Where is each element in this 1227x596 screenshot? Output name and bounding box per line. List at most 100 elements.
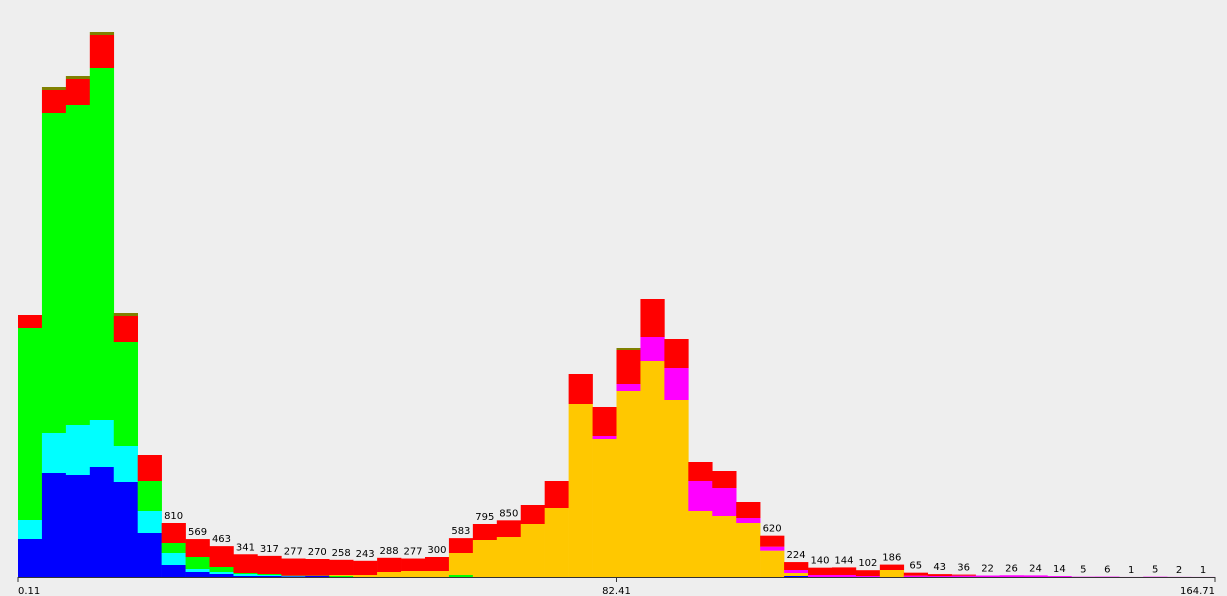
bar-segment [41, 90, 67, 113]
bar-segment [233, 574, 258, 576]
bar-segment [951, 575, 976, 577]
bar-segment [113, 482, 138, 577]
bar-label: 224 [787, 550, 806, 561]
bar-label: 22 [981, 564, 994, 575]
bar-segment [616, 384, 641, 391]
bar-label: 850 [499, 508, 518, 519]
bar-segment [951, 574, 976, 576]
bar-segment [903, 572, 929, 576]
bar-segment [65, 475, 91, 577]
bar-segment [161, 565, 186, 577]
bar-segment [353, 575, 378, 577]
bar-segment [544, 481, 569, 508]
bar-segment [664, 339, 689, 368]
bar-segment [185, 572, 210, 577]
bar-segment [760, 546, 785, 551]
bar-segment [712, 471, 737, 488]
bar-segment [568, 404, 593, 577]
bar-segment [137, 511, 162, 533]
bar-label: 5 [1080, 565, 1086, 576]
bar-label: 14 [1053, 564, 1066, 575]
bar-segment [353, 560, 378, 575]
bar-segment [89, 32, 115, 35]
bar-segment [281, 576, 306, 577]
bar-segment [89, 420, 115, 467]
bar-segment [592, 407, 617, 436]
bar-segment [161, 543, 186, 553]
bar-label: 583 [451, 526, 470, 537]
bar-segment [281, 558, 306, 576]
bar-segment [616, 391, 641, 577]
bar-segment [233, 576, 258, 577]
bar-segment [89, 35, 115, 68]
bar-segment [808, 567, 833, 575]
bar-segment [89, 467, 115, 577]
bar-segment [736, 518, 761, 523]
bar-segment [305, 576, 330, 577]
bar-label: 795 [475, 512, 494, 523]
bar-label: 258 [332, 548, 351, 559]
bar-segment [161, 553, 186, 565]
bar-segment [209, 567, 234, 572]
bar-segment [209, 572, 234, 574]
bar-segment [137, 455, 162, 481]
bar-segment [424, 557, 450, 571]
bar-label: 43 [933, 562, 946, 573]
bar-segment [257, 576, 282, 577]
bar-segment [496, 537, 522, 577]
bar-segment [257, 575, 282, 576]
bar-segment [18, 520, 43, 539]
bar-segment [903, 575, 929, 577]
bar-label: 341 [236, 542, 255, 553]
bar-segment [640, 299, 665, 337]
bar-label: 1 [1200, 565, 1206, 576]
bar-segment [113, 316, 138, 342]
bar-segment [305, 559, 330, 576]
bar-segment [664, 368, 689, 400]
bar-segment [329, 575, 354, 576]
bar-segment [784, 562, 809, 570]
bar-segment [185, 539, 210, 557]
bar-segment [41, 87, 67, 90]
bar-label: 463 [212, 534, 231, 545]
bar-segment [975, 575, 1000, 577]
bar-segment [448, 538, 474, 553]
bar-label: 102 [858, 558, 877, 569]
bar-segment [233, 573, 258, 574]
x-tick-label: 82.41 [602, 586, 631, 596]
bar-label: 144 [834, 555, 853, 566]
bar-label: 270 [308, 547, 327, 558]
bar-segment [808, 575, 833, 577]
bar-segment [1047, 576, 1072, 577]
bar-label: 6 [1104, 565, 1110, 576]
bar-label: 243 [356, 549, 375, 560]
bar-segment [161, 523, 186, 543]
bar-segment [41, 473, 67, 577]
bar-label: 24 [1029, 563, 1042, 574]
bar-segment [113, 313, 138, 316]
bar-segment [592, 439, 617, 577]
bar-segment [377, 557, 402, 572]
bar-segment [927, 574, 952, 576]
bar-segment [879, 570, 905, 577]
bar-label: 1 [1128, 565, 1134, 576]
bar-segment [209, 546, 234, 567]
bar-label: 26 [1005, 563, 1018, 574]
bar-label: 186 [882, 553, 901, 564]
bar-segment [401, 571, 426, 577]
bar-segment [616, 348, 641, 350]
bar-segment [496, 520, 522, 537]
bar-segment [784, 573, 809, 576]
bar-segment [65, 425, 91, 475]
bar-segment [137, 481, 162, 511]
bar-segment [640, 337, 665, 361]
bar-segment [185, 557, 210, 569]
bar-segment [855, 570, 881, 576]
bar-segment [855, 576, 881, 577]
bar-segment [640, 361, 665, 577]
bar-segment [831, 575, 857, 577]
bar-segment [736, 502, 761, 518]
bar-segment [999, 575, 1024, 577]
bar-segment [257, 574, 282, 575]
